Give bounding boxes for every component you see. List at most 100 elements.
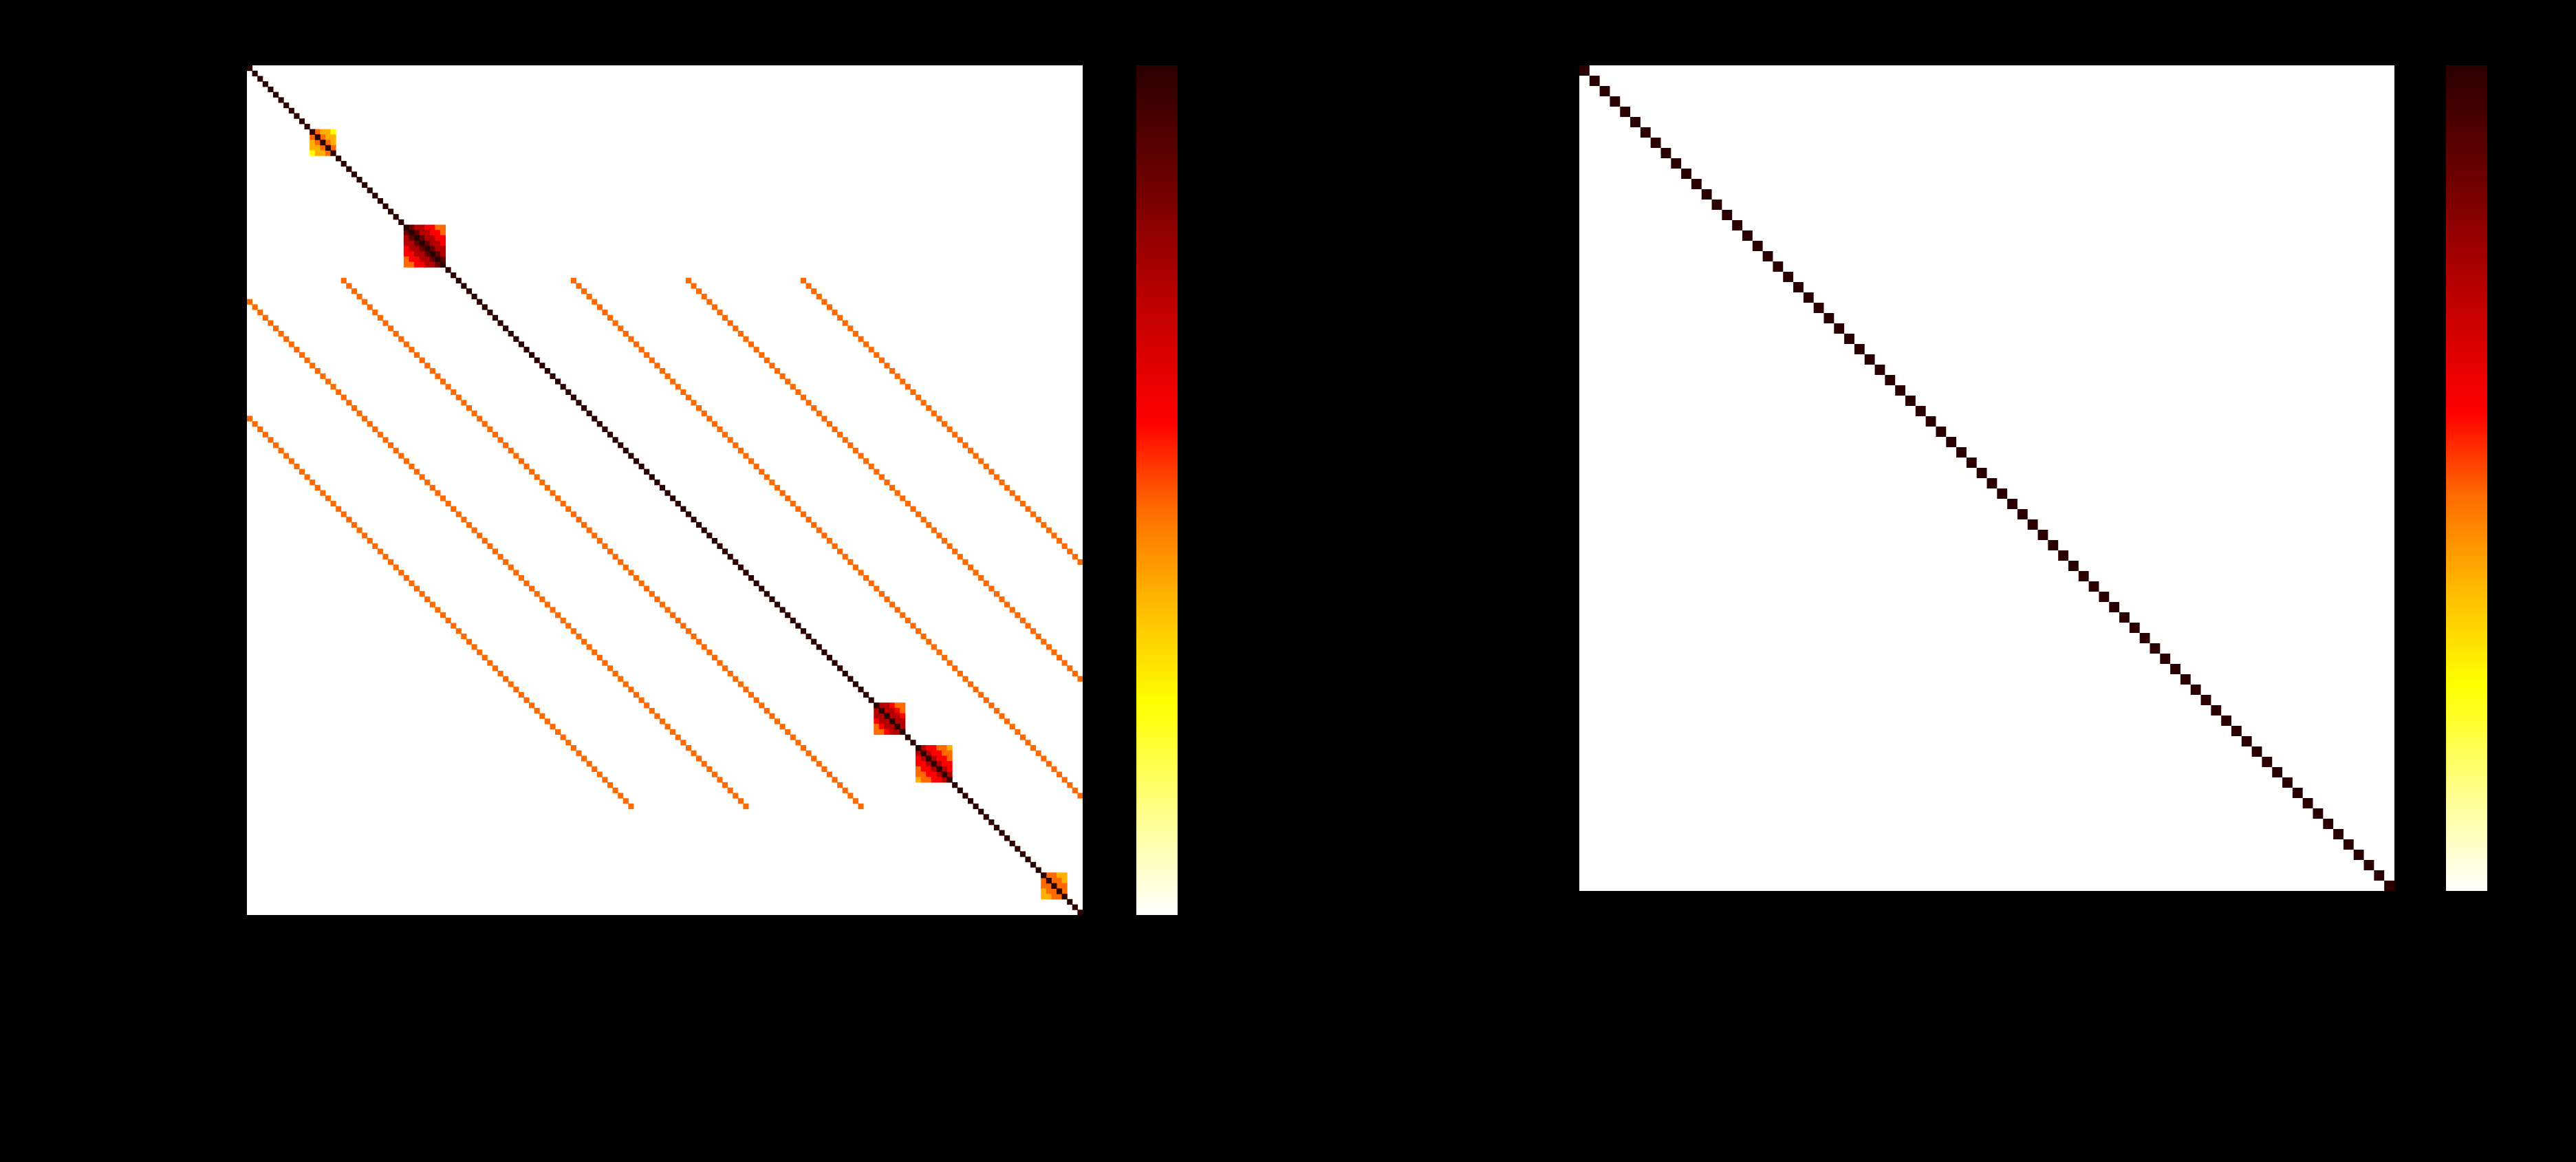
heatmap-left-block-cell (314, 129, 321, 135)
heatmap-left-band-cell (967, 681, 974, 687)
heatmap-left-band-cell (1046, 527, 1052, 533)
heatmap-left-band-cell (544, 484, 550, 491)
heatmap-left-diagonal-cell (340, 160, 347, 167)
heatmap-left-band-cell (962, 559, 968, 566)
heatmap-left-diagonal-cell (1019, 851, 1026, 857)
heatmap-left-band-cell (388, 325, 394, 332)
heatmap-left-band-cell (743, 453, 749, 459)
heatmap-left-diagonal-cell (832, 660, 838, 666)
heatmap-right-diagonal-cell (1976, 468, 1987, 478)
heatmap-left-band-cell (581, 638, 587, 645)
heatmap-left-band-cell (1015, 612, 1021, 618)
heatmap-left-band-cell (1004, 718, 1010, 724)
heatmap-left-diagonal-cell (1072, 904, 1078, 910)
heatmap-left-diagonal-cell (717, 543, 723, 549)
heatmap-right-diagonal-cell (1915, 406, 1926, 416)
heatmap-left-band-cell (779, 724, 786, 730)
heatmap-left-band-cell (618, 325, 624, 332)
heatmap-left-diagonal-cell (592, 416, 598, 422)
heatmap-left-block-cell (1051, 894, 1057, 900)
heatmap-left-band-cell (926, 521, 932, 528)
heatmap-left-band-cell (440, 495, 446, 502)
heatmap-left-diagonal-cell (618, 442, 624, 449)
heatmap-left-band-cell (816, 527, 822, 533)
heatmap-right-diagonal-cell (1620, 107, 1631, 117)
heatmap-left-band-cell (477, 649, 483, 656)
heatmap-left-diagonal-cell (351, 171, 357, 177)
heatmap-left-block-cell (884, 707, 890, 714)
heatmap-left-block-cell (920, 761, 927, 767)
heatmap-right-diagonal-cell (2048, 540, 2059, 550)
heatmap-left-band-cell (1077, 559, 1083, 566)
heatmap-left-band-cell (926, 638, 932, 645)
heatmap-left-block-cell (900, 713, 906, 719)
heatmap-left-band-cell (612, 670, 618, 677)
heatmap-left-band-cell (461, 400, 467, 406)
heatmap-left-band-cell (837, 431, 843, 438)
heatmap-left-band-cell (1072, 670, 1078, 677)
heatmap-left-band-cell (294, 463, 300, 470)
heatmap-left-band-cell (852, 447, 858, 453)
heatmap-left-block-cell (403, 261, 409, 268)
heatmap-left-band-cell (889, 367, 896, 374)
heatmap-left-band-cell (252, 421, 258, 427)
heatmap-left-block-cell (440, 235, 446, 241)
heatmap-left-band-cell (973, 453, 979, 459)
heatmap-left-block-cell (936, 761, 942, 767)
heatmap-left-band-cell (764, 474, 770, 480)
heatmap-left-band-cell (346, 400, 352, 406)
heatmap-left-band-cell (592, 649, 598, 656)
heatmap-left-block-cell (926, 771, 932, 777)
heatmap-left-band-cell (874, 352, 880, 358)
heatmap-left-band-cell (304, 474, 310, 480)
heatmap-right-diagonal-cell (1722, 210, 1733, 220)
heatmap-left-band-cell (544, 718, 550, 724)
heatmap-left-band-cell (685, 277, 691, 283)
heatmap-left-band-cell (737, 447, 744, 453)
heatmap-left-diagonal-cell (1030, 861, 1037, 868)
heatmap-left-band-cell (774, 718, 781, 724)
heatmap-left-band-cell (628, 687, 634, 693)
heatmap-left-band-cell (257, 310, 263, 316)
heatmap-left-band-cell (685, 628, 691, 634)
heatmap-left-diagonal-cell (429, 251, 435, 257)
heatmap-left-band-cell (680, 623, 686, 629)
heatmap-left-block-cell (941, 745, 948, 751)
heatmap-left-diagonal-cell (320, 140, 326, 146)
heatmap-left-block-cell (409, 251, 415, 257)
heatmap-left-band-cell (722, 431, 728, 438)
heatmap-left-diagonal-cell (503, 325, 509, 332)
heatmap-left-diagonal-cell (748, 575, 755, 581)
heatmap-left-block-cell (419, 224, 425, 230)
heatmap-left-block-cell (419, 246, 425, 252)
heatmap-left-band-cell (310, 480, 316, 486)
heatmap-left-band-cell (419, 357, 425, 363)
heatmap-left-band-cell (534, 474, 540, 480)
heatmap-right-diagonal-cell (2211, 705, 2222, 716)
heatmap-left-diagonal-cell (722, 548, 728, 555)
heatmap-right-diagonal-cell (1783, 272, 1794, 282)
heatmap-left-block-cell (920, 766, 927, 773)
heatmap-left-band-cell (576, 633, 582, 640)
heatmap-left-block-cell (330, 129, 336, 135)
heatmap-left-diagonal-cell (805, 633, 812, 640)
heatmap-left-band-cell (649, 357, 655, 363)
heatmap-left-block-cell (894, 713, 900, 719)
heatmap-left-band-cell (675, 734, 681, 740)
heatmap-left-diagonal-cell (481, 304, 488, 310)
heatmap-left-band-cell (628, 570, 634, 576)
heatmap-left-band-cell (1025, 506, 1031, 512)
heatmap-left-block-cell (1061, 872, 1068, 879)
heatmap-left-band-cell (722, 782, 728, 788)
heatmap-left-diagonal-cell (711, 537, 717, 544)
heatmap-left-band-cell (560, 734, 566, 740)
heatmap-left-band-cell (414, 352, 420, 358)
heatmap-left-diagonal-cell (607, 431, 614, 438)
heatmap-left-band-cell (612, 320, 618, 326)
heatmap-left-band-cell (346, 517, 352, 523)
heatmap-left-band-cell (664, 607, 671, 613)
heatmap-left-band-cell (811, 521, 817, 528)
heatmap-left-block-cell (1041, 877, 1047, 884)
heatmap-left-band-cell (847, 325, 854, 332)
heatmap-left-diagonal-cell (570, 394, 576, 400)
